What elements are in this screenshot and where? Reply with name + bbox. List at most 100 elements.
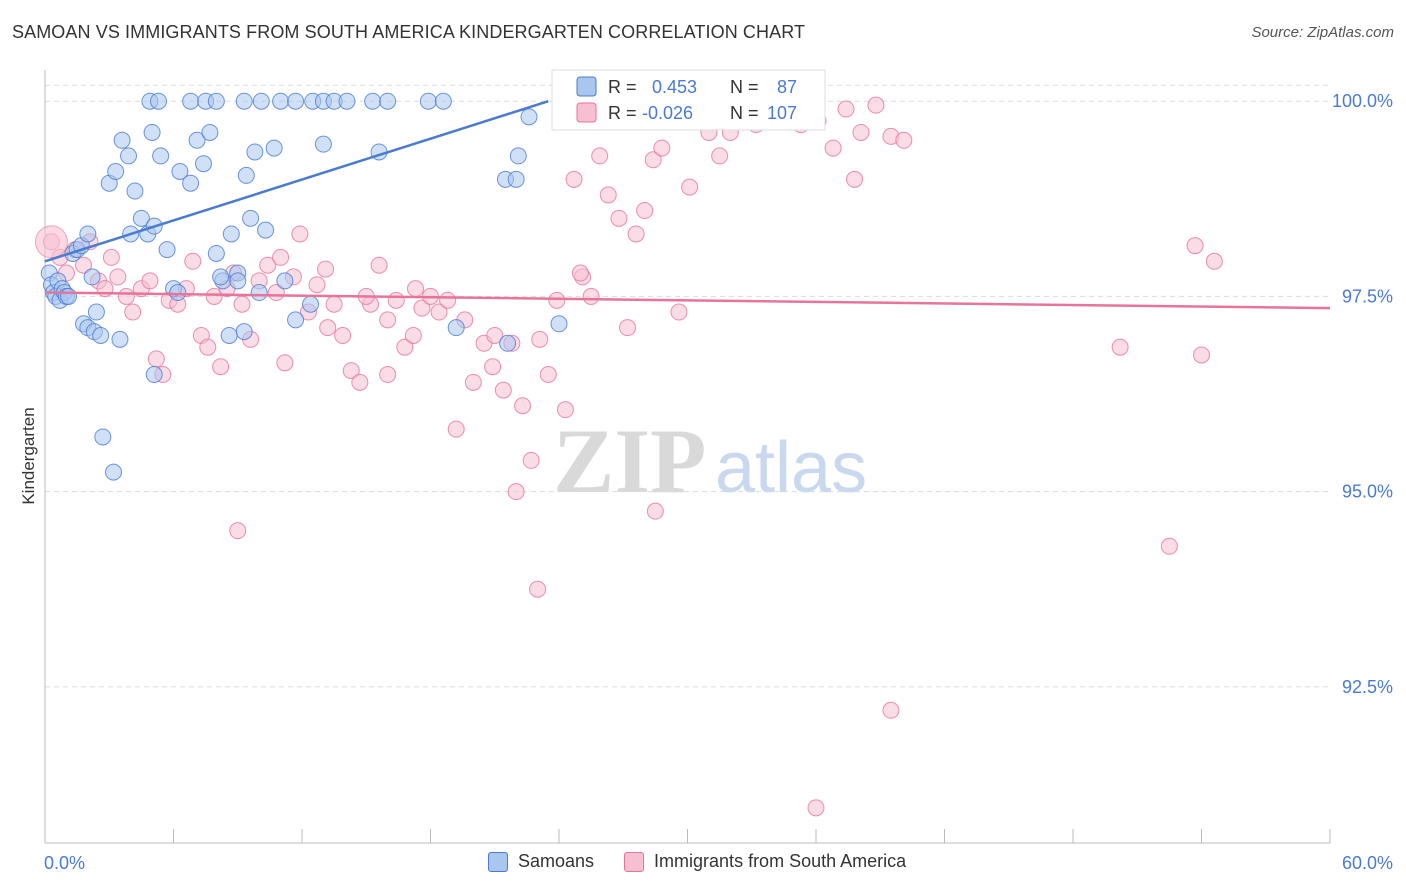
samoans-point [434,92,452,110]
immigrants-point [599,186,617,204]
samoans-point [235,323,253,341]
watermark-atlas: atlas [715,428,867,508]
samoans-point [499,334,517,352]
immigrants-point [653,139,671,157]
immigrants-point [117,287,135,305]
immigrants-point [379,311,397,329]
immigrants-point [259,256,277,274]
bottom-legend-swatch-immigrants [624,851,645,872]
immigrants-point [233,295,251,313]
immigrants-point [539,366,557,384]
y-tick-label: 92.5% [1342,677,1393,697]
samoans-point [107,163,125,181]
samoans-point [220,326,238,344]
immigrants-point [486,326,504,344]
samoans-point [272,92,290,110]
immigrants-point [229,522,247,540]
samoans-point [287,92,305,110]
samoans-point [120,147,138,165]
samoans-point [207,244,225,262]
samoans-point [201,123,219,141]
y-axis-title: Kindergarten [19,407,38,504]
immigrants-point [308,276,326,294]
immigrants-point [212,358,230,376]
y-tick-label: 100.0% [1332,91,1393,111]
axes [44,70,1331,844]
samoans-point [302,295,320,313]
bottom-legend-samoans: Samoans [488,851,594,872]
immigrants-point [807,799,825,817]
bottom-legend-label-immigrants: Immigrants from South America [654,851,907,871]
immigrants-point [370,256,388,274]
immigrants-point [507,483,525,501]
immigrants-point [205,287,223,305]
x-tick-label: 0.0% [44,853,85,873]
immigrants-point [867,96,885,114]
samoans-point [83,268,101,286]
gridlines [45,84,1330,688]
source-credit: Source: ZipAtlas.com [1251,24,1394,41]
immigrants-point [413,299,431,317]
immigrants-point [852,123,870,141]
trend-line-immigrants [44,291,1331,310]
series-samoans-points [40,92,592,481]
trend-line-samoans [44,100,549,263]
immigrants-point [837,100,855,118]
legend-box: R = 0.453 N = 87 R = -0.026 N = 107 [551,69,826,131]
immigrants-point [494,381,512,399]
samoans-point [158,241,176,259]
samoans-point [379,92,397,110]
immigrants-point [591,147,609,165]
x-tick-labels: 0.0% 60.0% [44,853,1393,873]
immigrants-point [404,326,422,344]
immigrants-point [1111,338,1129,356]
immigrants-point [184,252,202,270]
immigrants-point [317,260,335,278]
legend-r-label-1: R = [608,77,637,97]
samoans-point [235,92,253,110]
bottom-legend-swatch-samoans [488,851,508,872]
samoans-point [60,287,78,305]
samoans-point [188,131,206,149]
samoans-point [237,166,255,184]
immigrants-point [407,280,425,298]
immigrants-point [1205,252,1223,270]
immigrants-point [824,139,842,157]
x-tick-label: 60.0% [1342,853,1393,873]
immigrants-point [556,401,574,419]
legend-n-value-2: 107 [767,103,797,123]
immigrants-point [109,268,127,286]
samoans-point [79,225,97,243]
samoans-point [194,155,212,173]
samoans-point [419,92,437,110]
samoans-point [447,319,465,337]
immigrants-point [1160,537,1178,555]
samoans-point [250,284,268,302]
samoans-point [338,92,356,110]
immigrants-point [484,358,502,376]
immigrants-point [272,248,290,266]
samoans-point [287,311,305,329]
trend-lines [44,100,1331,310]
immigrants-point [447,420,465,438]
immigrants-point [351,373,369,391]
watermark: ZIP atlas [553,410,867,512]
samoans-point [126,182,144,200]
samoans-point [182,174,200,192]
immigrants-point [514,397,532,415]
samoans-point [87,303,105,321]
samoans-point [182,92,200,110]
immigrants-point [319,319,337,337]
immigrants-point [582,287,600,305]
samoans-point [92,326,110,344]
samoans-point [252,92,270,110]
samoans-point [314,135,332,153]
immigrants-point [291,225,309,243]
samoans-point [111,330,129,348]
legend-frame [551,69,826,131]
immigrants-point [610,209,628,227]
immigrants-point [711,147,729,165]
samoans-point [207,92,225,110]
samoans-point [132,209,150,227]
